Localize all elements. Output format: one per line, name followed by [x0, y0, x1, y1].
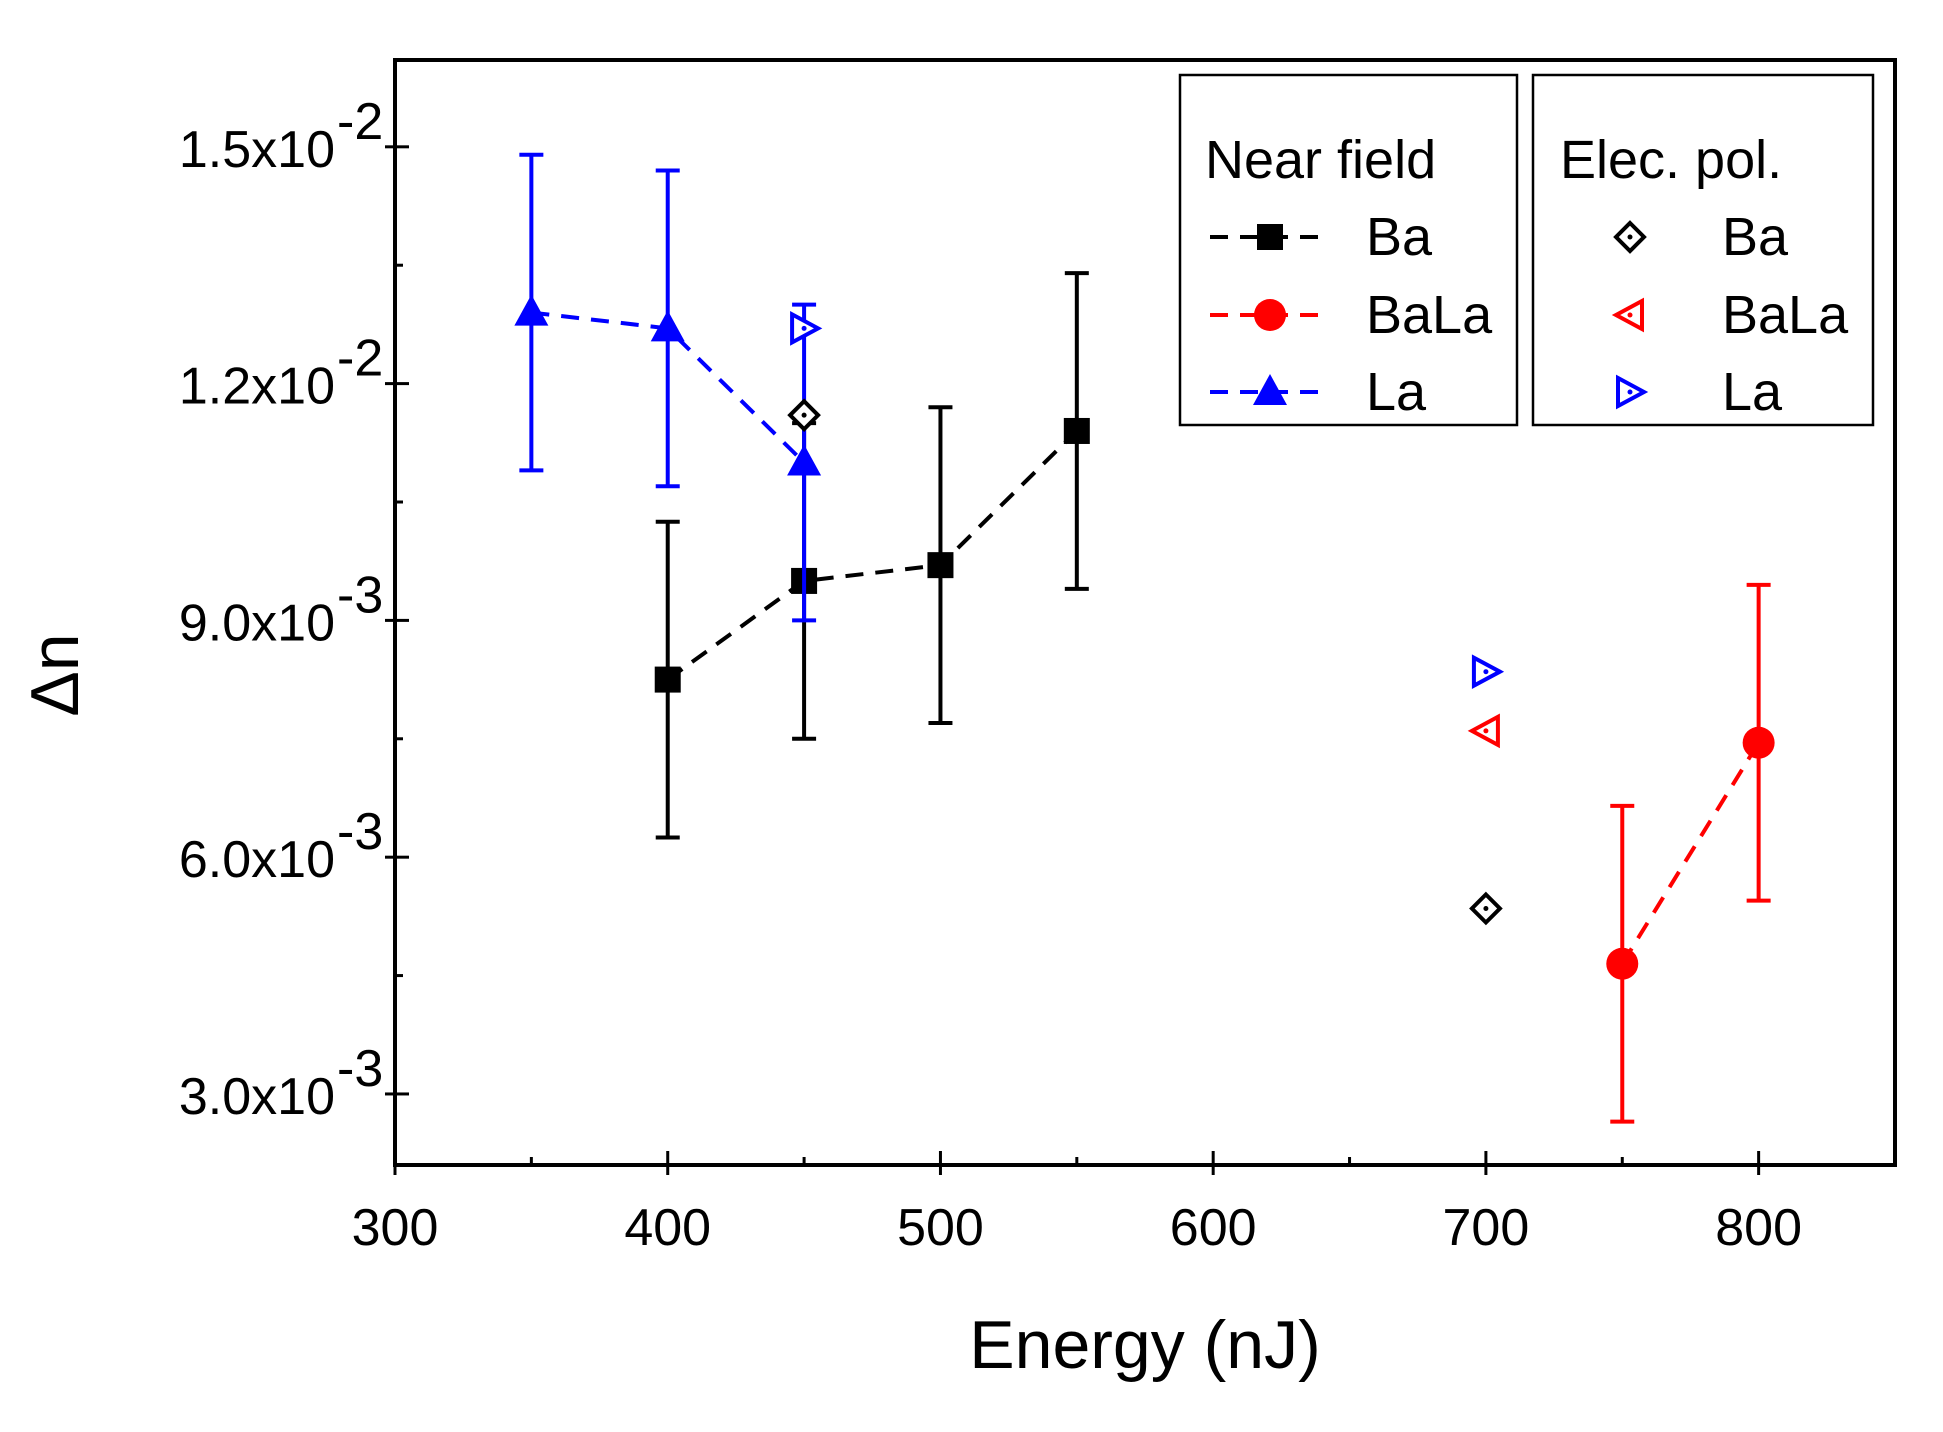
- y-tick-label: 3.0x10: [179, 1068, 335, 1126]
- y-tick-exponent: -2: [337, 93, 383, 151]
- marker-center-dot: [1483, 905, 1489, 911]
- marker-center-dot: [801, 412, 807, 418]
- legend-marker-elec-ba: [1613, 220, 1647, 254]
- x-tick-label: 400: [624, 1199, 711, 1257]
- data-point-near-bala: [1606, 947, 1639, 980]
- legend-box-near-field: [1178, 73, 1519, 427]
- legend-title-elec-pol: Elec. pol.: [1560, 130, 1782, 190]
- marker-center-dot: [1483, 728, 1489, 734]
- marker-center-dot: [1627, 312, 1633, 318]
- series-layer: [514, 152, 1775, 1124]
- legend-elec-pol: Elec. pol. Ba BaLa La: [1531, 73, 1875, 427]
- data-point-near-la: [514, 294, 549, 326]
- y-tick-label: 6.0x10: [179, 831, 335, 889]
- series-elec-bala: [1467, 713, 1500, 749]
- data-point-near-ba: [654, 666, 681, 693]
- legend-marker-near-ba: [1257, 224, 1283, 250]
- legend-box-elec-pol: [1531, 73, 1875, 427]
- legend-label-elec-la: La: [1722, 362, 1783, 422]
- data-point-elec-ba: [1469, 891, 1503, 926]
- data-point-near-ba: [1063, 417, 1090, 444]
- data-point-elec-la: [790, 311, 823, 346]
- y-tick-exponent: -3: [337, 803, 383, 861]
- series-near-ba: [654, 271, 1090, 840]
- x-tick-label: 600: [1170, 1199, 1257, 1257]
- series-elec-la: [790, 311, 1505, 690]
- legend-label-elec-ba: Ba: [1722, 207, 1789, 267]
- legend-label-elec-bala: BaLa: [1722, 285, 1849, 345]
- series-near-la: [514, 152, 822, 623]
- data-point-near-la: [650, 310, 685, 342]
- series-line-near-bala: [1620, 741, 1761, 965]
- series-near-bala: [1606, 582, 1775, 1124]
- legend-marker-near-la: [1253, 374, 1287, 405]
- y-tick-exponent: -3: [337, 1040, 383, 1098]
- y-tick-exponent: -2: [337, 330, 383, 388]
- y-tick-label: 1.5x10: [179, 121, 335, 179]
- marker-center-dot: [1627, 389, 1633, 395]
- series-elec-ba: [787, 398, 1503, 926]
- x-tick-label: 800: [1715, 1199, 1802, 1257]
- data-point-elec-ba: [787, 398, 821, 433]
- plot-frame: [393, 58, 1897, 1167]
- legend-marker-near-bala: [1254, 299, 1286, 331]
- legend-title-near-field: Near field: [1205, 130, 1436, 190]
- data-point-near-bala: [1742, 726, 1775, 759]
- x-axis-title: Energy (nJ): [969, 1307, 1320, 1383]
- legend-marker-elec-la: [1616, 374, 1649, 410]
- y-tick-exponent: -3: [337, 566, 383, 624]
- legend-label-near-ba: Ba: [1366, 207, 1433, 267]
- marker-center-dot: [801, 325, 807, 331]
- y-tick-label: 1.2x10: [179, 358, 335, 416]
- marker-center-dot: [1483, 669, 1489, 675]
- data-point-elec-la: [1471, 654, 1505, 690]
- data-point-elec-bala: [1467, 713, 1500, 749]
- x-tick-label: 700: [1443, 1199, 1530, 1257]
- marker-center-dot: [1627, 234, 1633, 240]
- legend-label-near-bala: BaLa: [1366, 285, 1493, 345]
- y-axis-title: Δn: [17, 633, 93, 716]
- x-tick-label: 300: [352, 1199, 439, 1257]
- data-point-near-ba: [927, 552, 954, 579]
- legend-markers: [1210, 220, 1649, 410]
- legend-near-field: Near field Ba BaLa La: [1178, 73, 1519, 427]
- y-tick-label: 9.0x10: [179, 594, 335, 652]
- x-tick-label: 500: [897, 1199, 984, 1257]
- legend-marker-elec-bala: [1611, 297, 1644, 333]
- legend-label-near-la: La: [1366, 362, 1427, 422]
- series-line-near-ba: [666, 429, 1079, 682]
- data-point-near-la: [787, 444, 822, 476]
